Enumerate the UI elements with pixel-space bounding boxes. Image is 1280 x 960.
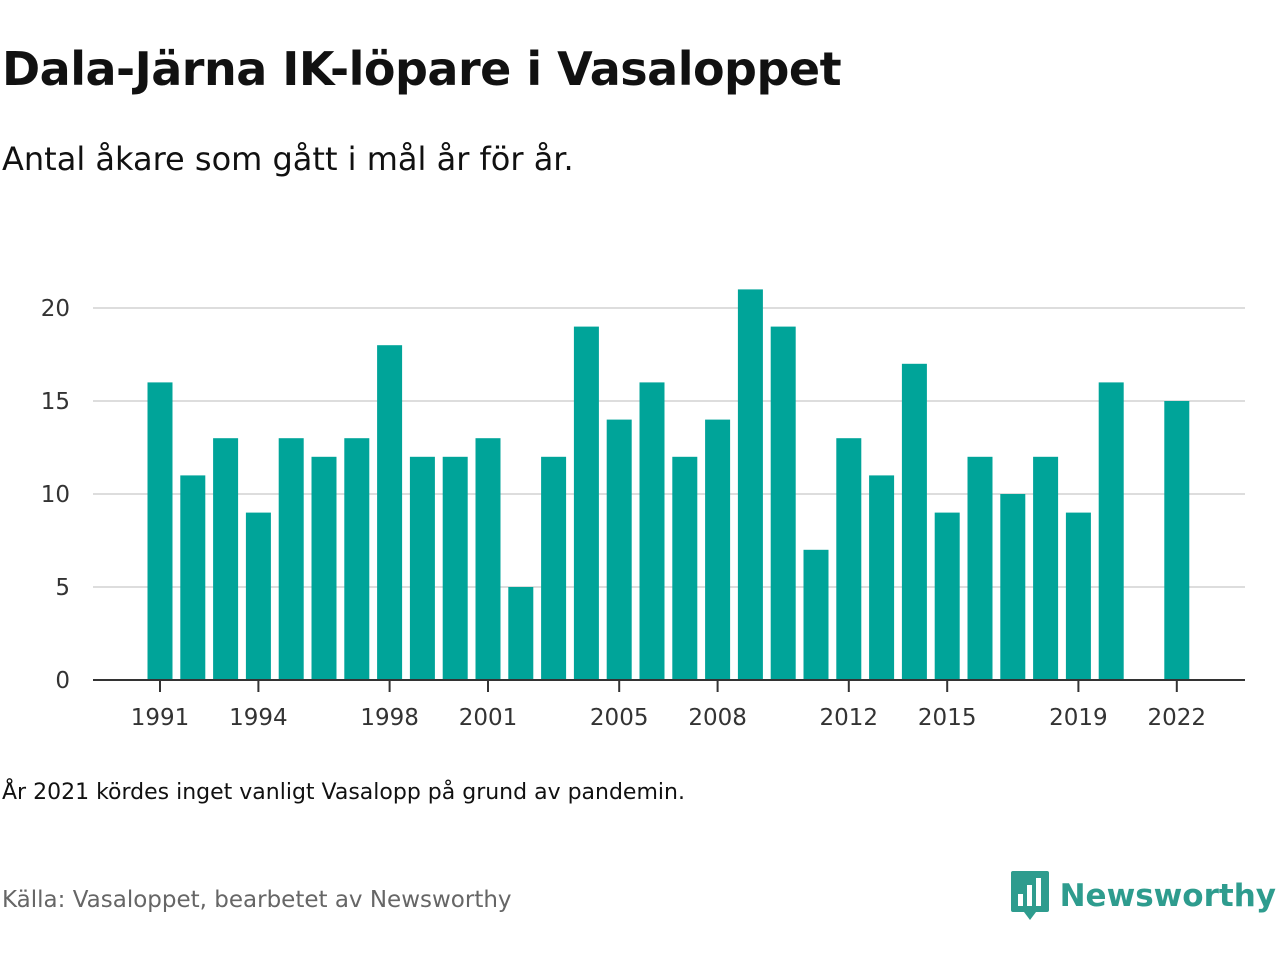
bar (180, 475, 206, 680)
x-tick-label: 2008 (688, 705, 747, 731)
x-tick-label: 2012 (820, 705, 879, 731)
x-tick-label: 2022 (1148, 705, 1207, 731)
bar (1065, 512, 1091, 680)
bar (147, 382, 173, 680)
bar (508, 587, 534, 680)
bar (409, 456, 435, 680)
bar (573, 326, 599, 680)
bar (1033, 456, 1059, 680)
bar (377, 345, 403, 680)
chart-subtitle: Antal åkare som gått i mål år för år. (2, 140, 574, 178)
x-tick-label: 2001 (459, 705, 518, 731)
bar (606, 419, 632, 680)
bar (245, 512, 271, 680)
bar (1164, 401, 1190, 680)
y-tick-label: 15 (41, 389, 70, 415)
bar (344, 438, 370, 680)
bar (1098, 382, 1124, 680)
x-tick-label: 2019 (1049, 705, 1108, 731)
brand-name: Newsworthy (1059, 878, 1276, 914)
x-tick-label: 2015 (918, 705, 977, 731)
bar (311, 456, 337, 680)
newsworthy-logo-icon (1010, 871, 1049, 920)
x-tick-label: 2005 (590, 705, 649, 731)
y-tick-label: 10 (41, 482, 70, 508)
bar (475, 438, 501, 680)
x-tick-label: 1994 (229, 705, 288, 731)
bar (901, 363, 927, 680)
bar (541, 456, 567, 680)
bar (442, 456, 468, 680)
bar (639, 382, 665, 680)
y-tick-label: 0 (55, 668, 70, 694)
newsworthy-brand: Newsworthy (1010, 870, 1276, 922)
bar-chart: 0 5 10 15 20 1991 1994 1998 2001 2005 2008 2012 2015… (41, 289, 1245, 731)
bar (803, 549, 829, 680)
bar (705, 419, 731, 680)
y-tick-label: 5 (55, 575, 70, 601)
bar (672, 456, 698, 680)
bar (836, 438, 862, 680)
chart-title: Dala-Järna IK-löpare i Vasaloppet (2, 42, 842, 96)
source-credit: Källa: Vasaloppet, bearbetet av Newswort… (2, 887, 512, 913)
chart-note: År 2021 kördes inget vanligt Vasalopp på… (2, 780, 685, 805)
bar (934, 512, 960, 680)
x-tick-label: 1998 (360, 705, 419, 731)
bar (967, 456, 993, 680)
bar (278, 438, 304, 680)
x-tick-label: 1991 (131, 705, 190, 731)
y-tick-label: 20 (41, 296, 70, 322)
bar (1000, 494, 1026, 680)
bar (770, 326, 796, 680)
bar (869, 475, 895, 680)
bar (213, 438, 239, 680)
bar (737, 289, 763, 680)
